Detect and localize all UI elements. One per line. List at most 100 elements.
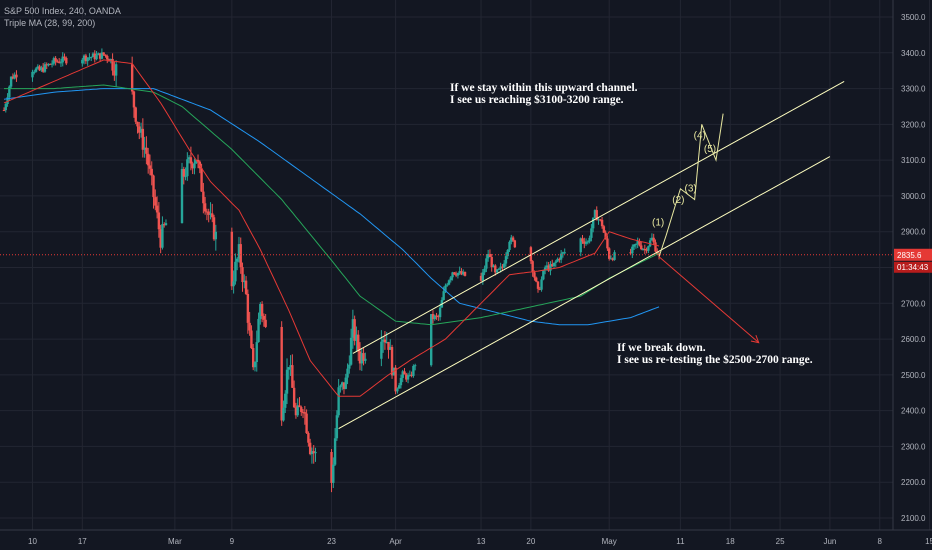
y-tick-label: 3500.0 <box>901 13 926 22</box>
x-tick-label: Jun <box>823 537 836 546</box>
candle-body <box>259 304 262 319</box>
candle-body <box>608 248 611 259</box>
ma-fast-line <box>3 59 660 397</box>
y-tick-label: 3200.0 <box>901 120 926 129</box>
candle-body <box>280 326 283 421</box>
candle-body <box>631 246 634 254</box>
x-tick-label: 8 <box>878 537 883 546</box>
candle-body <box>6 97 9 105</box>
candle-body <box>312 451 315 454</box>
candle-body <box>335 415 339 439</box>
candle-body <box>481 272 485 281</box>
candle-body <box>61 56 64 63</box>
lower-annotation-line2: I see us re-testing the $2500-2700 range… <box>617 354 813 366</box>
candle-body <box>203 203 207 212</box>
candle-body <box>613 252 616 260</box>
wave-label: (2) <box>672 195 684 206</box>
candle-body <box>8 86 11 98</box>
channel-upper-line <box>352 80 845 354</box>
current-price-badge <box>894 248 932 261</box>
candle-body <box>495 269 499 273</box>
candle-body <box>499 266 502 269</box>
candle-body <box>91 53 95 58</box>
candle-body <box>56 61 59 63</box>
candle-body <box>143 147 146 150</box>
candle-body <box>86 57 89 62</box>
candle-body <box>551 264 554 267</box>
moving-averages <box>3 59 660 397</box>
candle-body <box>351 319 355 338</box>
candle-body <box>253 362 257 368</box>
y-tick-label: 3000.0 <box>901 192 926 201</box>
channel-lower-line <box>338 156 831 429</box>
candle-body <box>333 438 337 465</box>
candle-body <box>155 205 159 213</box>
candle-body <box>488 253 492 257</box>
candle-body <box>287 367 290 370</box>
candle-body <box>113 70 116 76</box>
candle-body <box>262 315 266 320</box>
candle-body <box>111 58 114 71</box>
candle-body <box>602 226 606 233</box>
candle-body <box>458 271 461 274</box>
candle-body <box>634 243 638 245</box>
candle-body <box>243 280 246 283</box>
x-tick-label: 18 <box>726 537 735 546</box>
candle-body <box>536 281 540 289</box>
candle-body <box>314 451 317 454</box>
candle-body <box>212 217 216 240</box>
candle-body <box>449 277 452 281</box>
candle-body <box>200 168 203 192</box>
x-tick-label: 15 <box>925 537 932 546</box>
candle-body <box>63 56 66 58</box>
candle-body <box>13 74 16 79</box>
candle-body <box>632 244 636 247</box>
ma-mid-line <box>4 84 660 326</box>
breakdown-arrow-line <box>658 256 760 344</box>
candle-body <box>497 268 501 270</box>
wave-projection-line <box>658 113 724 257</box>
candle-body <box>337 387 340 416</box>
candle-body <box>296 405 299 416</box>
candle-body <box>59 62 63 64</box>
candle-body <box>152 175 155 198</box>
candle-body <box>401 371 404 378</box>
candle-body <box>40 67 43 71</box>
indicator-title: Triple MA (28, 99, 200) <box>4 18 96 28</box>
candle-body <box>2 110 6 112</box>
candle-body <box>106 56 109 60</box>
candle-body <box>52 58 56 64</box>
candle-body <box>289 365 292 368</box>
x-tick-label: 10 <box>28 537 37 546</box>
candle-body <box>360 353 363 364</box>
candle-body <box>34 68 38 72</box>
candle-body <box>141 128 145 150</box>
wave-label: (1) <box>652 217 664 228</box>
candle-body <box>339 385 342 388</box>
candle-body <box>364 358 367 361</box>
candle-body <box>65 57 68 64</box>
candle-body <box>348 364 351 369</box>
candle-body <box>399 377 403 386</box>
candle-body <box>214 231 218 240</box>
candle-body <box>305 413 308 434</box>
candle-body <box>413 365 417 367</box>
candle-body <box>294 407 298 416</box>
candle-body <box>405 374 408 380</box>
candle-body <box>433 315 436 320</box>
candle-body <box>641 248 645 250</box>
y-tick-label: 2300.0 <box>901 442 926 451</box>
candle-body <box>342 382 346 389</box>
current-price-label: 2835.6 <box>897 251 922 260</box>
lower-annotation-line1: If we break down. <box>617 342 706 354</box>
candle-body <box>150 168 153 176</box>
candle-body <box>202 191 205 204</box>
candle-body <box>255 342 258 363</box>
candle-body <box>654 242 657 252</box>
countdown-badge <box>894 261 932 273</box>
candle-body <box>430 314 433 366</box>
candle-body <box>595 210 598 221</box>
candle-body <box>332 464 335 483</box>
